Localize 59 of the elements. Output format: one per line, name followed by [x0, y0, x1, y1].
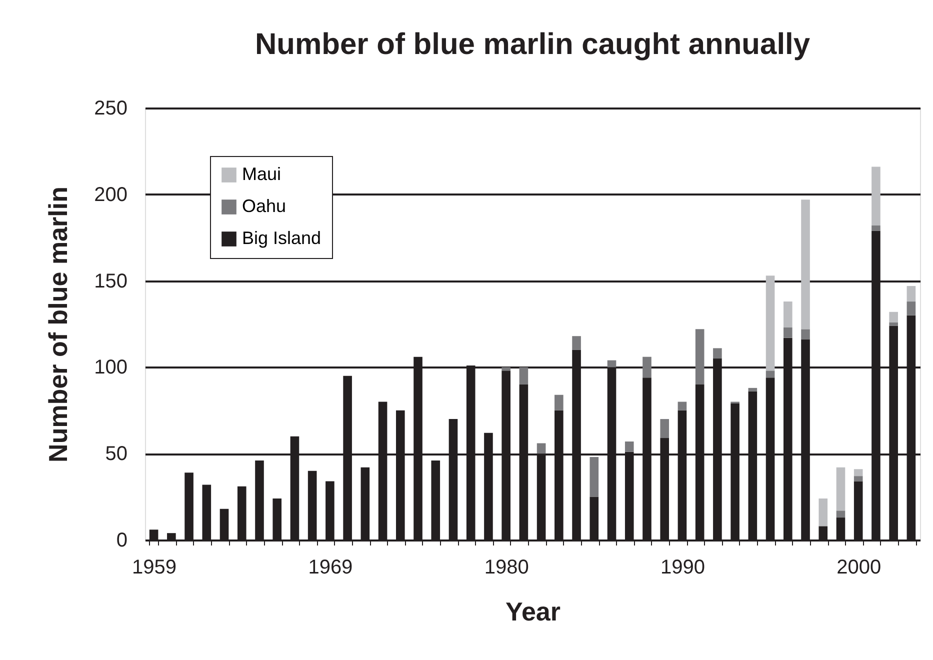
- bar: [836, 518, 846, 540]
- bar: [590, 457, 599, 497]
- y-tick-label: 100: [94, 356, 128, 379]
- bar: [783, 302, 792, 328]
- bar: [906, 302, 916, 316]
- bar: [572, 336, 581, 350]
- bar: [906, 286, 916, 302]
- x-axis-title: Year: [506, 596, 560, 626]
- bar: [624, 442, 634, 452]
- x-tick-label: 1980: [484, 556, 529, 578]
- bar: [502, 367, 510, 371]
- y-tick-label: 50: [105, 443, 128, 466]
- bar: [783, 327, 792, 338]
- bar: [167, 533, 176, 540]
- bar: [255, 460, 264, 540]
- bar: [642, 356, 652, 378]
- bar: [872, 166, 880, 226]
- y-tick-label: 200: [94, 184, 128, 206]
- y-tick-label: 250: [94, 98, 128, 120]
- legend-label: Oahu: [242, 196, 286, 216]
- bar: [713, 348, 722, 359]
- bar: [801, 200, 810, 330]
- bar: [695, 329, 704, 384]
- bar: [766, 370, 775, 378]
- legend-label: Maui: [242, 164, 282, 184]
- bar: [678, 402, 687, 410]
- legend-label: Big Island: [242, 228, 322, 248]
- bar: [360, 467, 370, 540]
- chart-title: Number of blue marlin caught annually: [254, 28, 810, 61]
- bar: [220, 508, 229, 540]
- bar: [854, 481, 863, 540]
- y-tick-label: 0: [116, 530, 128, 552]
- bar: [836, 467, 846, 511]
- bar: [202, 484, 212, 540]
- bar: [854, 476, 863, 482]
- bar: [536, 443, 546, 454]
- bar: [431, 460, 440, 540]
- bar: [272, 498, 282, 540]
- bar: [801, 329, 810, 340]
- bar: [308, 470, 317, 540]
- bar: [889, 312, 898, 322]
- bar: [590, 496, 599, 540]
- x-tick-label: 1959: [132, 556, 177, 578]
- y-axis-title: Number of blue marlin: [43, 186, 74, 462]
- bar: [660, 419, 670, 438]
- bar: [766, 276, 775, 371]
- bar: [554, 394, 564, 410]
- bar: [818, 526, 828, 540]
- bar: [872, 226, 880, 231]
- x-tick-label: 1969: [308, 556, 353, 578]
- y-tick-label: 150: [94, 270, 128, 292]
- bar: [519, 367, 528, 384]
- x-tick-label: 1990: [660, 556, 705, 578]
- bar: [854, 469, 863, 476]
- bar: [748, 388, 758, 392]
- bar: [607, 360, 616, 368]
- x-tick-label: 2000: [836, 556, 882, 578]
- bar: [836, 510, 846, 518]
- bar: [818, 498, 828, 526]
